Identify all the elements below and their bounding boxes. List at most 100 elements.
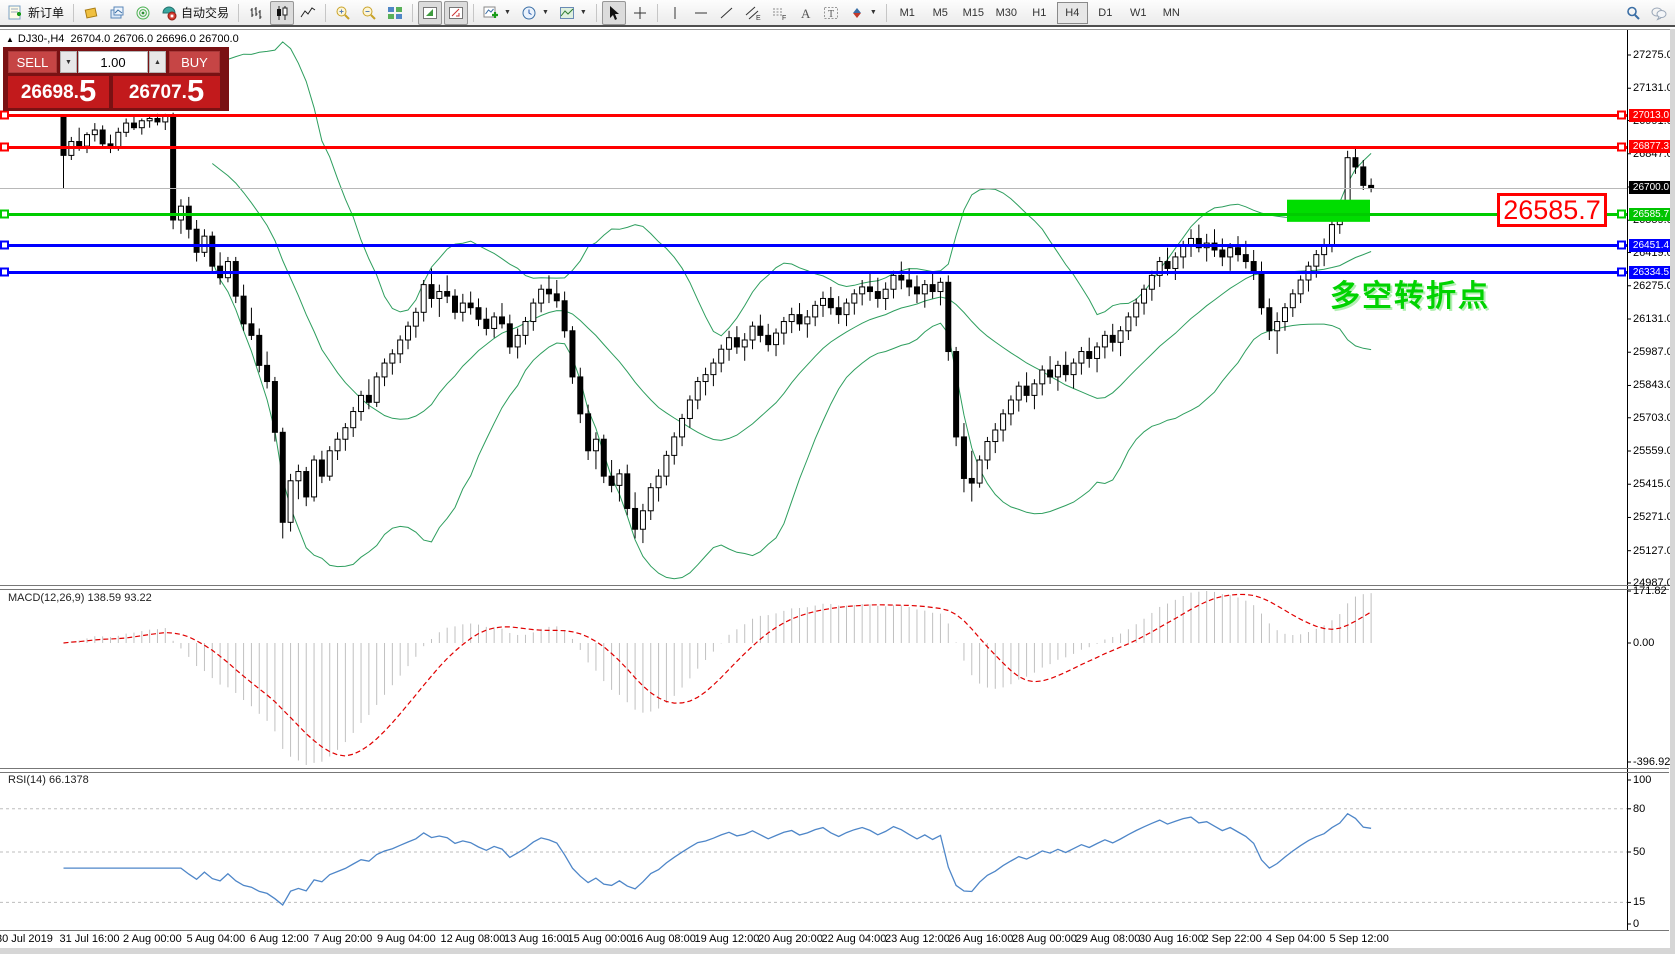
volume-input[interactable]: [78, 51, 148, 73]
price-tick: 25271.0: [1633, 511, 1673, 524]
arrow-shapes-icon: [852, 7, 861, 18]
search-icon: [1627, 6, 1640, 20]
timeframe-h4[interactable]: H4: [1056, 1, 1088, 24]
bar-chart-button[interactable]: [244, 1, 268, 25]
price-badge: 26700.0: [1629, 181, 1673, 195]
candlestick-button[interactable]: [270, 0, 295, 25]
macd-label: MACD(12,26,9) 138.59 93.22: [8, 592, 152, 604]
dropdown-arrow-icon: ▼: [541, 9, 549, 16]
timeframe-m15[interactable]: M15: [962, 6, 984, 19]
text-button[interactable]: A: [793, 1, 817, 25]
auto-arrange-button[interactable]: [418, 0, 443, 25]
date-label: 20 Aug 20:00: [758, 933, 823, 945]
grid-align-button[interactable]: [444, 0, 469, 25]
chart-title: ▲ DJ30-,H4 26704.0 26706.0 26696.0 26700.…: [6, 33, 239, 45]
signal-button[interactable]: [131, 1, 155, 25]
zoom-out-button[interactable]: [357, 1, 381, 25]
macd-name: MACD(12,26,9): [8, 592, 85, 604]
date-label: 2 Sep 22:00: [1202, 933, 1262, 945]
window-edge-right: [1670, 29, 1675, 954]
date-label: 30 Aug 16:00: [1139, 933, 1204, 945]
price-badge: 27013.0: [1629, 108, 1673, 122]
text-label-button[interactable]: T: [819, 1, 843, 25]
indicators-button[interactable]: ▼: [479, 1, 515, 25]
price-tick: 25703.0: [1633, 411, 1673, 424]
timeframe-d1[interactable]: D1: [1098, 6, 1113, 19]
price-callout-box[interactable]: 26585.7: [1497, 193, 1607, 227]
volume-decrease-button[interactable]: ▼: [60, 51, 77, 73]
date-label: 7 Aug 20:00: [313, 933, 373, 945]
date-label: 13 Aug 16:00: [504, 933, 569, 945]
search-button[interactable]: [1621, 1, 1645, 25]
price-tick: 25843.0: [1633, 379, 1673, 392]
window-edge-bottom: [0, 948, 1675, 954]
periods-icon: [522, 6, 536, 19]
tile-windows-button[interactable]: [383, 1, 407, 25]
svg-text:T: T: [828, 9, 834, 20]
profiles-button[interactable]: [105, 1, 129, 25]
buy-price-tile[interactable]: 26707. 5: [113, 75, 220, 108]
vertical-line-button[interactable]: [663, 1, 687, 25]
horizontal-line-button[interactable]: [689, 1, 713, 25]
macd-tick: 171.82: [1633, 585, 1667, 597]
timeframe-m1[interactable]: M1: [899, 6, 915, 19]
svg-text:E: E: [756, 15, 761, 21]
dropdown-arrow-icon: ▼: [504, 9, 511, 16]
rsi-tick: 80: [1633, 802, 1646, 815]
horizontal-line-icon: [694, 12, 707, 13]
sell-label: SELL: [16, 54, 49, 70]
date-label: 5 Sep 12:00: [1329, 933, 1389, 945]
chat-button[interactable]: [1647, 1, 1671, 25]
date-label: 12 Aug 08:00: [440, 933, 506, 945]
timeframe-w1[interactable]: W1: [1130, 6, 1147, 19]
timeframe-m5[interactable]: M5: [932, 6, 948, 19]
buy-button[interactable]: BUY: [169, 51, 220, 73]
crosshair-button[interactable]: [628, 1, 652, 25]
price-badge: 26451.4: [1629, 238, 1673, 252]
timeframe-m30[interactable]: M30: [995, 6, 1017, 19]
templates-button[interactable]: ▼: [555, 1, 591, 25]
crosshair-icon: [633, 6, 646, 19]
zoom-in-button[interactable]: [331, 1, 355, 25]
price-tick: 25559.0: [1633, 445, 1673, 457]
trendline-button[interactable]: [715, 1, 739, 25]
arrow-shapes-button[interactable]: ▼: [845, 1, 881, 25]
sell-price-tile[interactable]: 26698. 5: [8, 73, 109, 108]
periods-button[interactable]: ▼: [517, 1, 553, 25]
collapse-icon[interactable]: ▲: [6, 35, 14, 44]
chart-window: ▲ DJ30-,H4 26704.0 26706.0 26696.0 26700.…: [0, 29, 1675, 954]
sell-price-pips: 5: [78, 73, 97, 108]
indicators-icon: [483, 6, 499, 18]
rsi-tick: 50: [1633, 846, 1646, 858]
equidistant-channel-button[interactable]: E: [741, 1, 765, 25]
auto-trading-button[interactable]: 自动交易: [157, 1, 233, 25]
dropdown-arrow-icon: ▼: [869, 9, 877, 16]
new-order-button[interactable]: 新订单: [4, 1, 68, 25]
toolbar: 新订单 自动交易: [0, 0, 1675, 27]
cursor-button[interactable]: [601, 0, 626, 25]
fibonacci-button[interactable]: F: [767, 1, 791, 25]
date-label: 2 Aug 00:00: [123, 933, 182, 945]
new-order-icon: [8, 5, 21, 19]
volume-increase-button[interactable]: ▲: [149, 51, 166, 73]
text-label-icon: T: [823, 6, 838, 20]
ohlc-readout: 26704.0 26706.0 26696.0 26700.0: [70, 33, 239, 45]
turning-point-annotation[interactable]: 多空转折点: [1330, 280, 1490, 313]
profiles-icon: [110, 6, 124, 18]
trendline-icon: [720, 7, 733, 18]
chart-shift-icon: [84, 6, 98, 19]
timeframe-h1[interactable]: H1: [1032, 6, 1047, 19]
macd-main-value: 138.59: [87, 592, 122, 604]
date-label: 15 Aug 00:00: [567, 933, 633, 945]
sell-button[interactable]: SELL: [8, 51, 57, 73]
rsi-value: 66.1378: [48, 774, 89, 786]
chart-shift-button[interactable]: [79, 1, 103, 25]
auto-trading-icon: [162, 6, 177, 20]
date-label: 16 Aug 08:00: [631, 933, 696, 945]
line-chart-button[interactable]: [296, 1, 320, 25]
price-tick: 25127.0: [1633, 544, 1673, 557]
price-chart[interactable]: [0, 29, 1675, 954]
price-tick: 26275.0: [1633, 279, 1673, 292]
timeframe-mn[interactable]: MN: [1162, 6, 1180, 19]
